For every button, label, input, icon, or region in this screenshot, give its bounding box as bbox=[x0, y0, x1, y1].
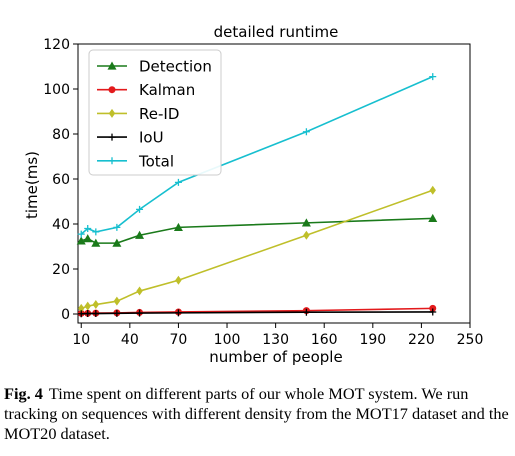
legend-label-detection: Detection bbox=[139, 58, 212, 76]
legend-item-detection: Detection bbox=[97, 58, 212, 76]
y-tick-label: 120 bbox=[43, 37, 70, 53]
legend: Detection Kalman Re-ID IoU Total bbox=[88, 49, 222, 176]
x-tick-label: 100 bbox=[214, 332, 241, 348]
x-tick-label: 40 bbox=[121, 332, 139, 348]
data-point-detection bbox=[112, 238, 122, 247]
data-point-total bbox=[174, 178, 182, 186]
legend-marker-total bbox=[108, 157, 116, 165]
series-line-re-id bbox=[80, 189, 434, 310]
x-tick-label: 160 bbox=[311, 332, 338, 348]
data-point-kalman bbox=[429, 304, 437, 312]
data-point-iou bbox=[136, 309, 144, 317]
legend-marker-detection bbox=[107, 61, 117, 70]
y-tick-label: 20 bbox=[52, 262, 70, 278]
legend-label-kalman: Kalman bbox=[139, 81, 195, 99]
y-tick-label: 80 bbox=[52, 127, 70, 143]
data-point-total bbox=[429, 73, 437, 81]
series-iou bbox=[77, 308, 437, 318]
legend-item-kalman: Kalman bbox=[97, 81, 195, 99]
series-re-id bbox=[78, 185, 436, 313]
figure-caption: Fig. 4 Time spent on different parts of o… bbox=[4, 384, 512, 444]
data-point-detection bbox=[173, 222, 183, 231]
legend-label-iou: IoU bbox=[139, 129, 164, 147]
data-point-total bbox=[136, 205, 144, 213]
y-tick-label: 100 bbox=[43, 82, 70, 98]
legend-marker-kalman bbox=[108, 86, 116, 94]
x-tick-label: 250 bbox=[457, 332, 484, 348]
legend-item-total: Total bbox=[97, 152, 174, 170]
data-point-re-id bbox=[429, 185, 436, 195]
data-point-detection bbox=[83, 234, 93, 243]
x-tick-label: 190 bbox=[359, 332, 386, 348]
data-point-total bbox=[92, 228, 100, 236]
x-axis-label: number of people bbox=[209, 348, 342, 366]
data-point-detection bbox=[301, 218, 311, 227]
data-point-iou bbox=[429, 308, 437, 316]
series-detection bbox=[76, 213, 438, 247]
series-line-detection bbox=[80, 217, 433, 244]
legend-marker-re-id bbox=[108, 108, 116, 118]
data-point-re-id bbox=[136, 286, 143, 296]
data-point-total bbox=[77, 230, 85, 238]
data-point-re-id bbox=[303, 230, 310, 240]
data-point-detection bbox=[76, 236, 86, 245]
data-point-iou bbox=[84, 310, 92, 318]
data-point-iou bbox=[174, 309, 182, 317]
data-point-total bbox=[302, 128, 310, 136]
legend-item-iou: IoU bbox=[97, 129, 164, 147]
axis-ticks: 10 40 70 100 130 160 190 220 250 0 20 40 60 80 100 120 bbox=[43, 37, 483, 348]
y-tick-label: 60 bbox=[52, 172, 70, 188]
data-point-re-id bbox=[78, 303, 85, 313]
legend-marker-iou bbox=[108, 133, 116, 141]
plot-area-frame bbox=[77, 43, 471, 324]
series-kalman bbox=[77, 304, 437, 317]
data-point-iou bbox=[92, 310, 100, 318]
data-point-total bbox=[84, 225, 92, 232]
caption-text: Time spent on different parts of our who… bbox=[4, 384, 509, 443]
data-point-re-id bbox=[92, 300, 100, 310]
legend-box bbox=[88, 49, 222, 176]
legend-label-re-id: Re-ID bbox=[139, 105, 179, 123]
legend-item-re-id: Re-ID bbox=[97, 105, 179, 123]
legend-label-total: Total bbox=[138, 152, 174, 170]
x-tick-label: 10 bbox=[72, 332, 90, 348]
x-tick-label: 70 bbox=[170, 332, 188, 348]
x-tick-label: 220 bbox=[408, 332, 435, 348]
data-point-re-id bbox=[113, 296, 121, 306]
chart-title: detailed runtime bbox=[214, 23, 339, 41]
series-total bbox=[77, 73, 437, 238]
series-layer bbox=[76, 73, 438, 318]
data-point-detection bbox=[135, 230, 145, 239]
data-point-iou bbox=[77, 310, 85, 318]
data-point-re-id bbox=[175, 275, 182, 285]
data-point-iou bbox=[113, 309, 121, 317]
y-tick-label: 40 bbox=[52, 217, 70, 233]
y-tick-label: 0 bbox=[61, 307, 70, 323]
x-tick-label: 130 bbox=[262, 332, 289, 348]
data-point-detection bbox=[428, 213, 438, 222]
data-point-iou bbox=[302, 308, 310, 316]
data-point-re-id bbox=[84, 301, 91, 311]
caption-label: Fig. 4 bbox=[4, 384, 43, 403]
data-point-total bbox=[113, 223, 121, 231]
y-axis-label: time(ms) bbox=[23, 151, 41, 219]
data-point-detection bbox=[91, 238, 101, 247]
